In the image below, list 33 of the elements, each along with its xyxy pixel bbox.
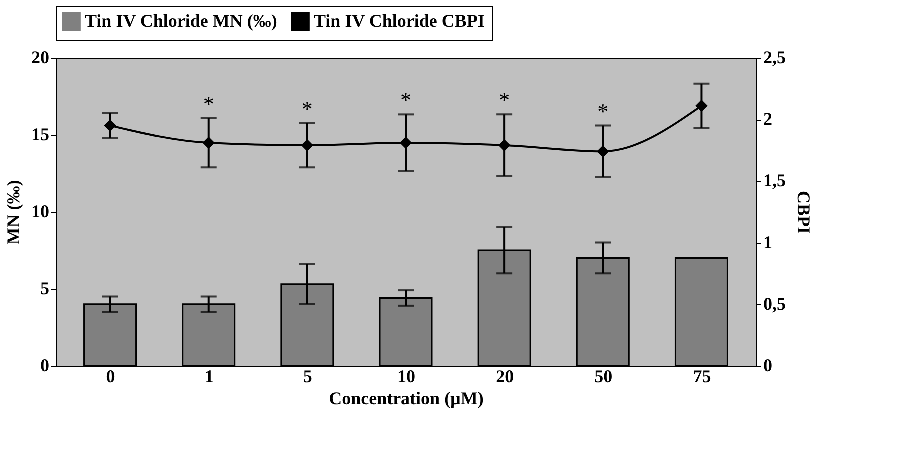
y2-tick-label: 0,5	[764, 294, 786, 314]
x-axis-title: Concentration (µM)	[329, 388, 484, 408]
y-tick-label: 5	[40, 278, 50, 298]
y-tick-label: 15	[32, 124, 50, 144]
annotation: *	[400, 88, 412, 113]
x-tick-label: 5	[303, 366, 312, 386]
point	[400, 136, 412, 150]
annotation: *	[598, 98, 609, 124]
x-tick-label: 0	[106, 366, 116, 386]
x-tick-label: 75	[693, 366, 712, 386]
y-tick-label: 20	[32, 48, 50, 68]
y2-axis-title: CBPI	[794, 190, 814, 234]
point	[696, 100, 708, 112]
annotation: *	[302, 96, 313, 122]
y2-tick-label: 2,5	[764, 48, 786, 68]
y2-tick-label: 2	[764, 109, 772, 130]
y-axis-title: MN (‰)	[4, 180, 24, 245]
x-tick-label: 20	[496, 366, 514, 386]
point	[104, 120, 116, 132]
annotation: *	[203, 91, 214, 116]
point	[202, 136, 215, 150]
y2-tick-label: 1	[764, 232, 772, 252]
point	[498, 139, 511, 152]
point	[301, 139, 314, 152]
x-tick-label: 10	[398, 366, 416, 386]
y-tick-label: 10	[32, 202, 50, 222]
x-tick-label: 1	[204, 366, 214, 386]
annotation: *	[499, 88, 510, 113]
legend-label: Tin IV Chloride MN (‰)	[85, 10, 278, 31]
point	[597, 146, 610, 158]
x-tick-label: 50	[594, 366, 613, 386]
legend-label: Tin IV Chloride CBPI	[314, 10, 485, 31]
y2-tick-label: 1,5	[764, 170, 786, 191]
